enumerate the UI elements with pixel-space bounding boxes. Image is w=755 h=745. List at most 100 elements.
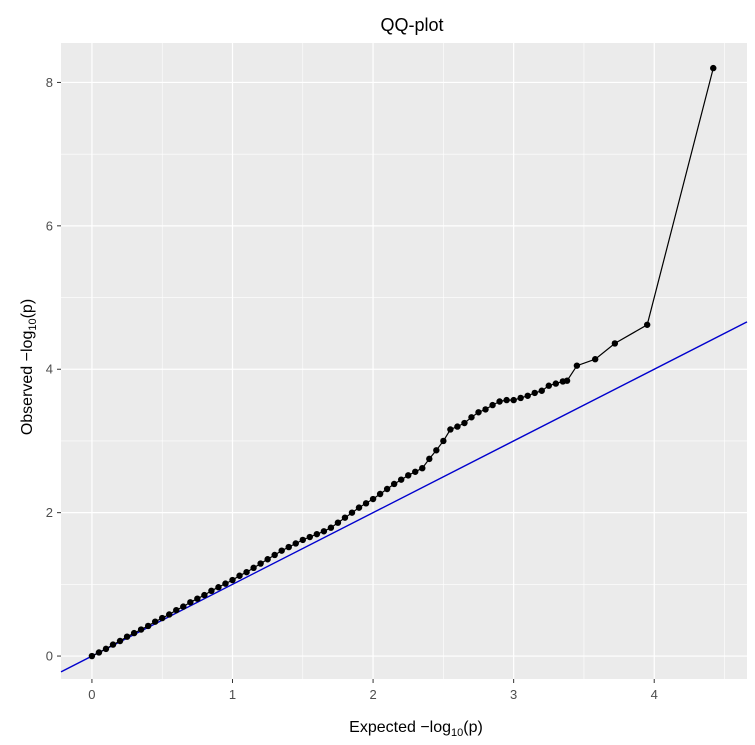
x-tick-label: 1 — [229, 687, 236, 702]
data-point — [573, 362, 581, 369]
data-point — [475, 409, 482, 416]
x-tick-label: 3 — [510, 687, 517, 702]
data-point — [285, 543, 292, 551]
x-axis: 0 1 2 3 4 — [88, 679, 658, 702]
data-point — [376, 490, 384, 498]
y-axis-title-suffix: (p) — [19, 299, 36, 319]
data-point — [426, 455, 433, 463]
data-point — [137, 626, 145, 633]
data-point — [144, 622, 152, 630]
series-layer — [88, 64, 717, 660]
data-point — [243, 568, 250, 576]
grid-minor — [61, 43, 747, 679]
data-point — [545, 382, 552, 389]
data-point — [159, 614, 166, 622]
data-point — [201, 591, 208, 599]
data-point — [461, 419, 468, 427]
data-point — [355, 504, 363, 511]
data-point — [109, 641, 117, 648]
data-point — [257, 560, 264, 567]
data-point — [447, 426, 454, 433]
data-point — [531, 389, 538, 397]
data-point — [348, 509, 356, 516]
data-point — [405, 472, 412, 479]
data-point — [250, 564, 257, 572]
data-point — [563, 377, 571, 384]
data-point — [524, 392, 531, 399]
data-point — [643, 321, 651, 328]
y-tick-label: 0 — [46, 649, 53, 664]
data-point — [710, 64, 717, 72]
reference-layer — [60, 321, 748, 673]
data-point — [510, 396, 517, 404]
data-point — [306, 533, 314, 541]
y-axis-title: Observed −log10(p) — [19, 299, 39, 435]
data-point — [264, 556, 271, 563]
y-tick-label: 8 — [46, 75, 53, 90]
y-tick-label: 2 — [46, 505, 53, 520]
data-point — [222, 580, 229, 587]
y-axis-title-subscript: 10 — [27, 318, 39, 330]
y-tick-label: 4 — [46, 362, 53, 377]
data-point — [166, 611, 173, 618]
y-tick-label: 6 — [46, 218, 53, 233]
data-point — [482, 406, 489, 413]
data-point — [591, 356, 599, 363]
data-point — [390, 480, 398, 488]
x-axis-title-suffix: (p) — [463, 719, 483, 736]
data-point — [454, 423, 461, 430]
data-point — [123, 633, 131, 640]
data-point — [215, 584, 222, 591]
data-point — [440, 437, 447, 445]
data-point — [468, 414, 475, 421]
data-point — [552, 380, 560, 387]
data-point — [433, 447, 440, 454]
data-point — [496, 398, 503, 405]
x-tick-label: 4 — [651, 687, 658, 702]
x-tick-label: 0 — [88, 687, 95, 702]
chart-title: QQ-plot — [380, 15, 443, 35]
y-axis-title-main: Observed −log — [19, 331, 36, 436]
x-tick-label: 2 — [369, 687, 376, 702]
data-point — [180, 603, 187, 610]
data-point — [151, 618, 159, 625]
data-point — [102, 645, 110, 653]
y-axis: 0 2 4 6 8 — [46, 75, 61, 664]
data-point — [517, 394, 524, 402]
data-point — [88, 652, 96, 660]
data-point — [313, 530, 321, 538]
data-point — [611, 340, 619, 347]
data-point — [369, 495, 377, 503]
data-point — [173, 606, 180, 614]
data-point — [187, 599, 194, 606]
data-point — [341, 514, 349, 521]
data-point — [383, 485, 391, 493]
data-point — [334, 519, 342, 526]
data-point — [95, 649, 103, 656]
data-point — [116, 637, 124, 645]
data-point — [327, 524, 335, 531]
data-point — [229, 576, 236, 584]
data-point — [503, 396, 510, 404]
data-point — [278, 547, 285, 554]
data-point — [489, 401, 496, 409]
data-point — [130, 629, 138, 637]
data-point — [299, 536, 306, 544]
data-point — [419, 464, 426, 472]
data-point — [362, 500, 370, 507]
grid-major — [61, 43, 747, 679]
data-point — [236, 572, 243, 579]
data-point — [271, 551, 278, 559]
data-point — [538, 387, 545, 394]
data-point — [397, 476, 405, 483]
x-axis-title-main: Expected −log — [349, 719, 451, 736]
data-point — [208, 587, 215, 595]
data-point — [292, 540, 299, 547]
reference-line — [60, 321, 748, 673]
plot-panel — [61, 43, 747, 679]
data-point — [320, 528, 328, 535]
x-axis-title: Expected −log10(p) — [349, 719, 483, 739]
data-point — [194, 595, 201, 602]
x-axis-title-subscript: 10 — [451, 727, 463, 739]
